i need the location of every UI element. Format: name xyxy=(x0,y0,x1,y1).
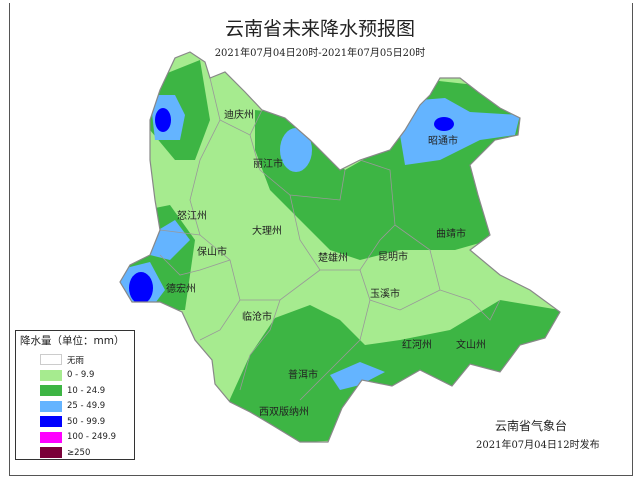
legend-label: 无雨 xyxy=(67,355,85,366)
map-subtitle: 2021年07月04日20时-2021年07月05日20时 xyxy=(214,48,426,59)
legend-swatch xyxy=(40,416,62,428)
city-label: 昭通市 xyxy=(428,136,458,147)
city-label: 怒江州 xyxy=(177,211,207,222)
city-label: 临沧市 xyxy=(242,312,272,323)
legend-title: 降水量（单位：mm） xyxy=(20,335,125,347)
heavy-rain-area-zhaotong xyxy=(400,98,520,165)
rainstorm-area-zhaotong xyxy=(434,117,454,131)
legend-swatch xyxy=(40,431,62,443)
rainstorm-area-dehong xyxy=(129,272,153,304)
legend-item: 无雨 xyxy=(40,352,134,368)
legend-item: ≥250 xyxy=(40,445,134,461)
heavy-rain-area-puer xyxy=(330,362,385,390)
city-label: 西双版纳州 xyxy=(259,407,309,418)
legend-swatch xyxy=(40,385,62,397)
city-label: 普洱市 xyxy=(288,370,318,381)
map-frame xyxy=(9,3,633,476)
moderate-rain-area-south xyxy=(225,300,560,442)
prefecture-boundaries xyxy=(159,77,501,401)
city-label: 文山州 xyxy=(456,340,486,351)
rainstorm-area-northwest xyxy=(155,108,171,132)
legend-label: ≥250 xyxy=(67,447,91,458)
legend-label: 0 - 9.9 xyxy=(67,370,95,381)
city-label: 保山市 xyxy=(197,247,227,258)
legend-item: 0 - 9.9 xyxy=(40,368,134,384)
legend-item: 25 - 49.9 xyxy=(40,399,134,415)
legend-label: 100 - 249.9 xyxy=(67,432,117,443)
city-label: 丽江市 xyxy=(253,159,283,170)
city-label: 大理州 xyxy=(252,226,282,237)
legend-label: 25 - 49.9 xyxy=(67,401,106,412)
issuer: 云南省气象台 xyxy=(495,419,568,433)
legend-swatch xyxy=(40,369,62,381)
city-label: 楚雄州 xyxy=(318,253,348,264)
legend-item: 10 - 24.9 xyxy=(40,383,134,399)
heavy-rain-area-lijiang xyxy=(280,128,312,172)
legend-swatch xyxy=(40,354,62,366)
issue-time: 2021年07月04日12时发布 xyxy=(476,440,600,451)
city-label: 曲靖市 xyxy=(436,229,466,240)
legend-label: 10 - 24.9 xyxy=(67,385,106,396)
legend: 降水量（单位：mm） 无雨 0 - 9.9 10 - 24.9 25 - 49.… xyxy=(15,330,135,460)
legend-item: 50 - 99.9 xyxy=(40,414,134,430)
map-title: 云南省未来降水预报图 xyxy=(224,18,415,40)
legend-label: 50 - 99.9 xyxy=(67,416,106,427)
legend-item: 100 - 249.9 xyxy=(40,430,134,446)
city-label: 玉溪市 xyxy=(370,289,400,300)
city-label: 昆明市 xyxy=(378,252,408,263)
legend-swatch xyxy=(40,447,62,459)
city-label: 德宏州 xyxy=(166,284,196,295)
legend-swatch xyxy=(40,400,62,412)
city-label: 迪庆州 xyxy=(224,110,254,121)
city-label: 红河州 xyxy=(402,340,432,351)
